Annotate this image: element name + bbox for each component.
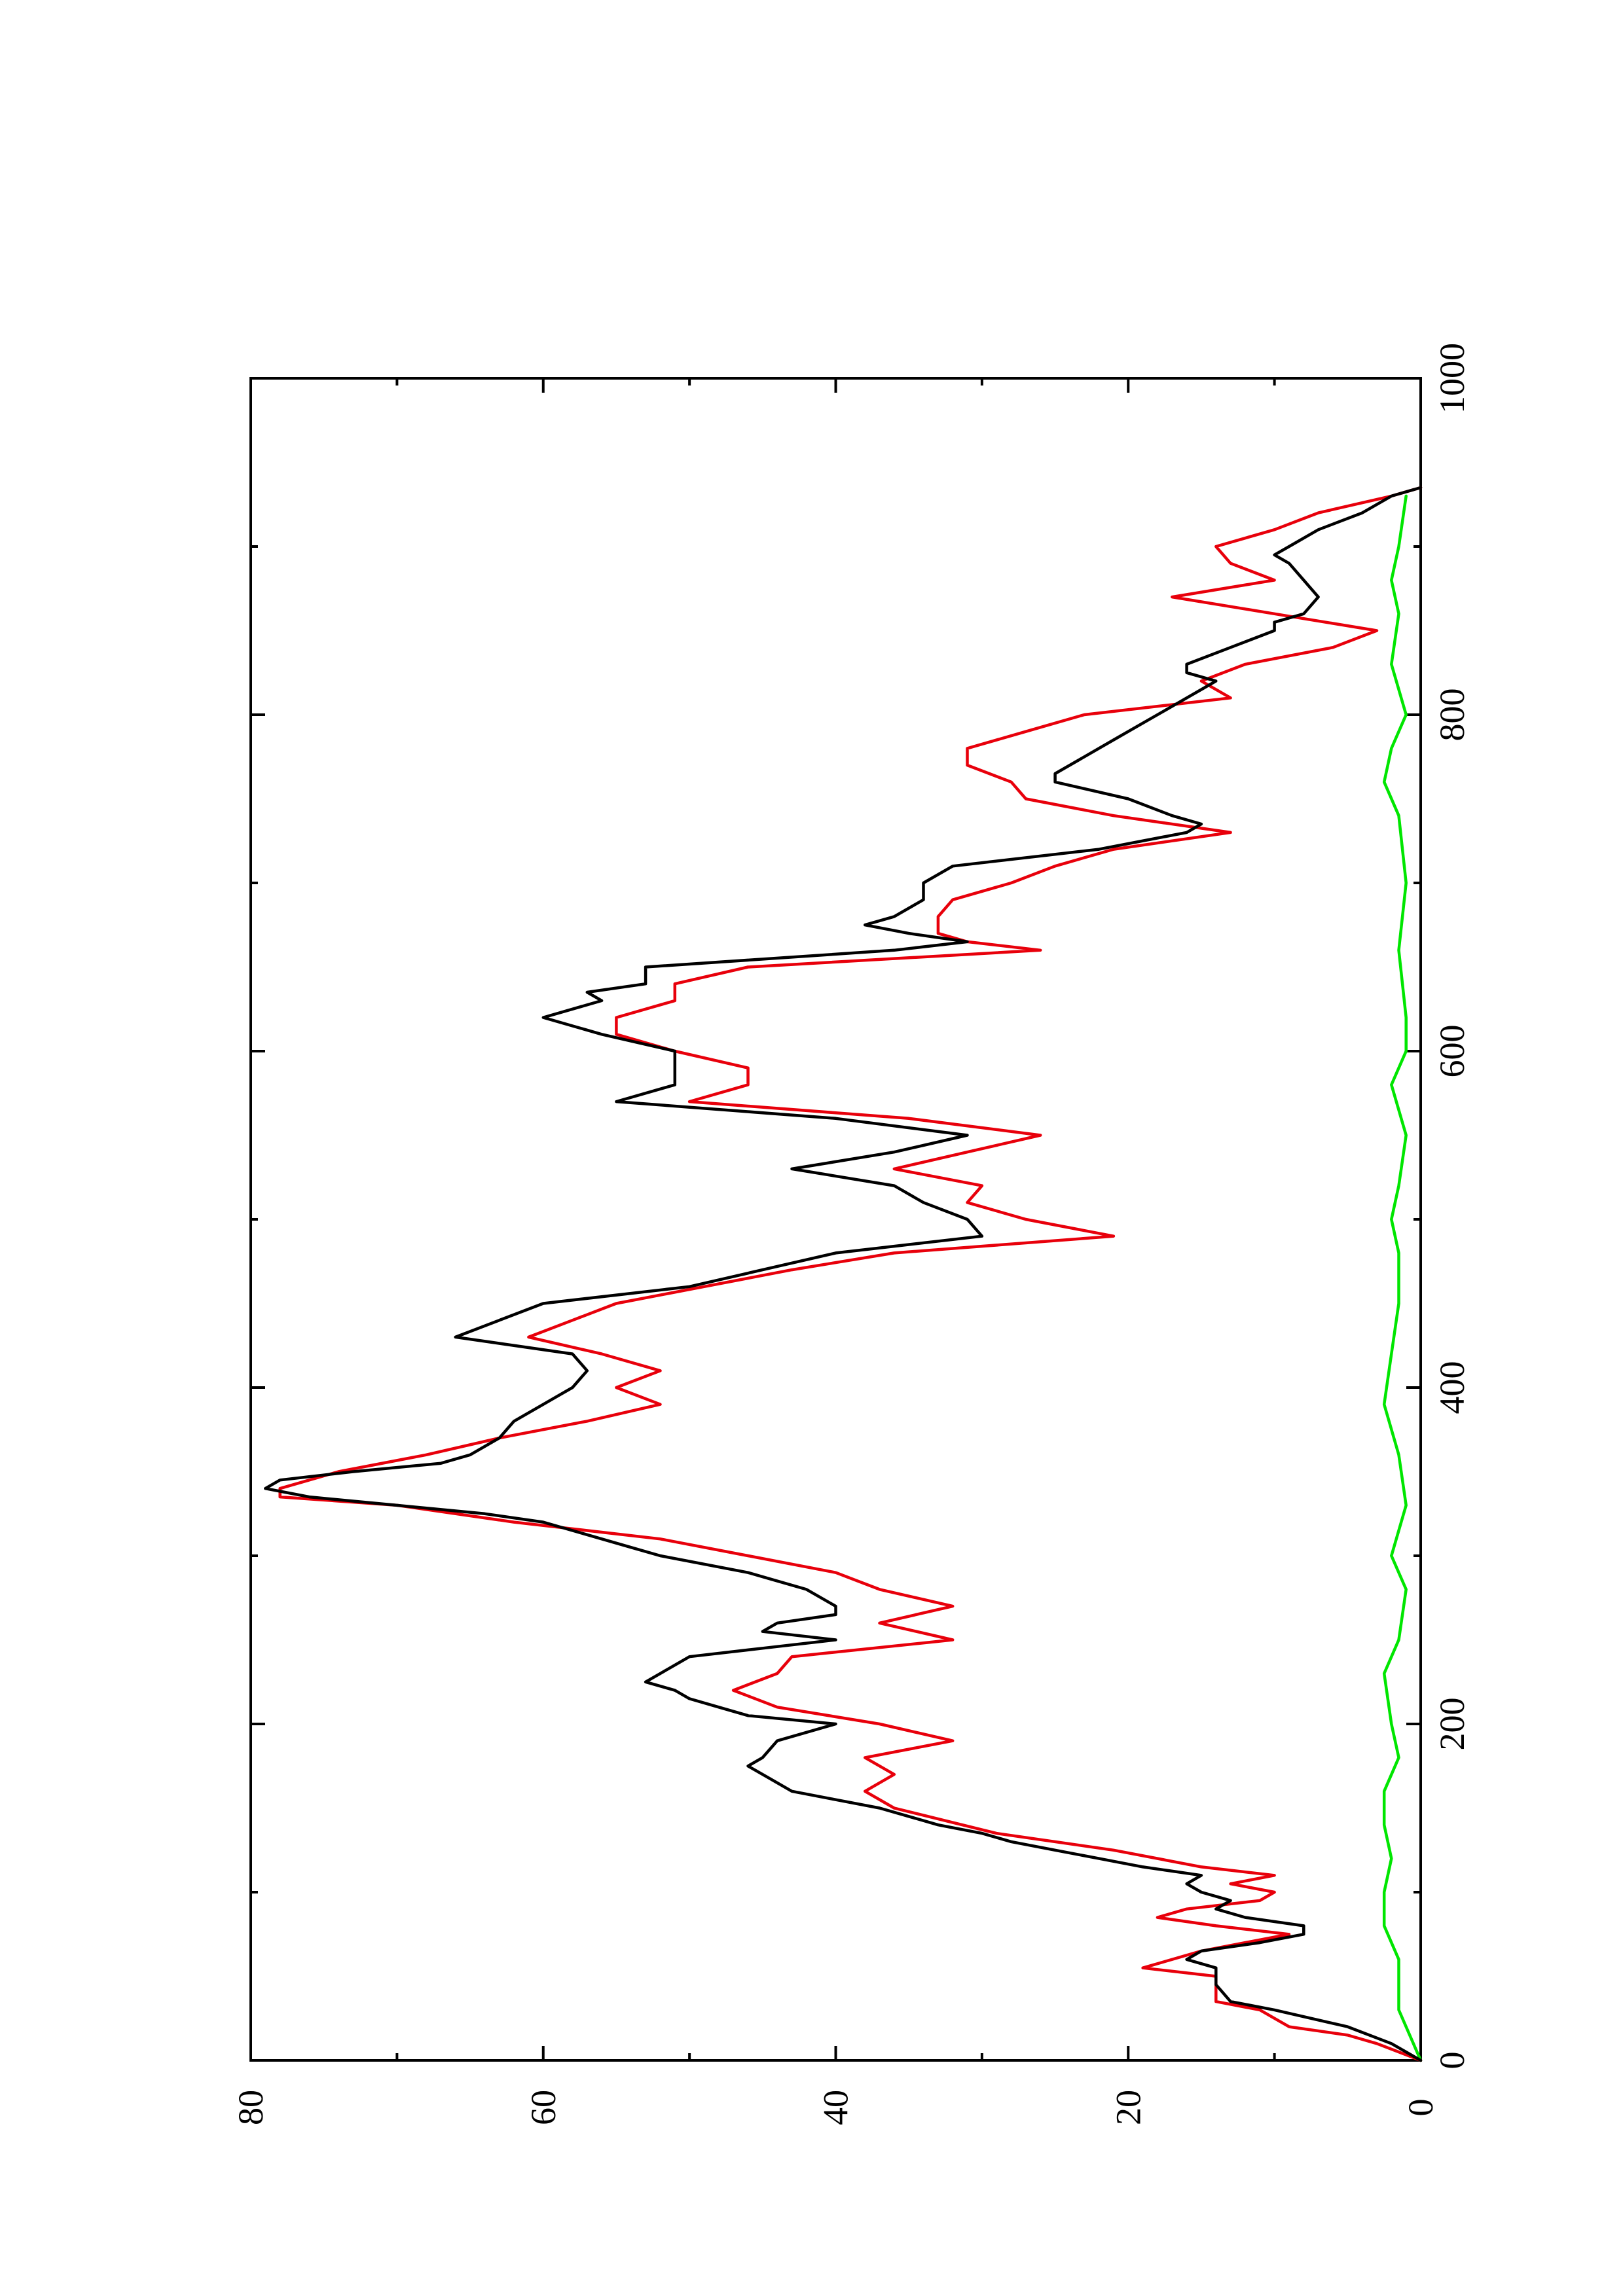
y-tick-label-80: 80 (231, 2090, 270, 2125)
plot-area: 0 200 400 600 800 1000 0 20 40 60 80 (231, 343, 1472, 2125)
y-tick-label-0: 0 (1401, 2099, 1440, 2117)
y-tick-label-20: 20 (1108, 2090, 1148, 2125)
x-tick-label-0: 0 (1432, 2052, 1472, 2070)
plot-frame (249, 377, 1422, 2062)
y-tick-label-40: 40 (816, 2090, 856, 2125)
y-tick-label-60: 60 (524, 2090, 563, 2125)
x-tick-label-600: 600 (1432, 1025, 1472, 1078)
x-tick-label-1000: 1000 (1432, 343, 1472, 414)
series-red-line (278, 486, 1423, 2062)
series-black-line (264, 486, 1423, 2062)
x-tick-label-800: 800 (1432, 689, 1472, 742)
series-green-line (1382, 494, 1423, 2062)
x-tick-label-400: 400 (1432, 1361, 1472, 1414)
x-tick-label-200: 200 (1432, 1698, 1472, 1751)
